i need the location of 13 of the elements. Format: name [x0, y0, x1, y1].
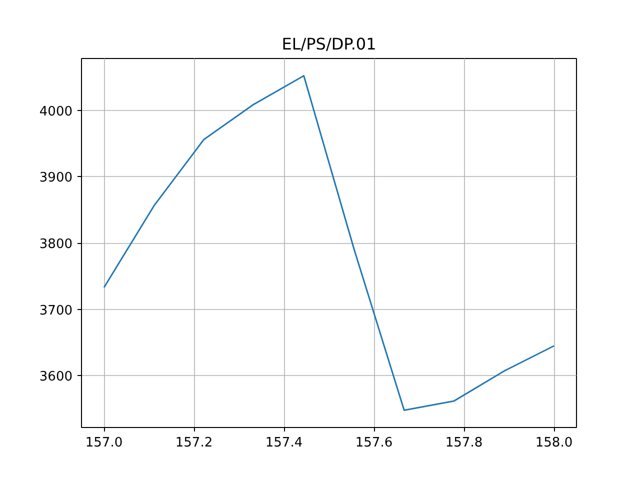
x-tick-label: 157.8 — [445, 436, 483, 450]
y-tick-label: 3700 — [39, 303, 73, 318]
y-tick-label: 3800 — [39, 237, 73, 252]
y-tick-label: 3900 — [39, 170, 73, 186]
chart-title: EL/PS/DP.01 — [282, 34, 376, 54]
line-series — [103, 75, 555, 411]
x-tick-label: 157.4 — [265, 436, 303, 450]
x-tick-label: 158.0 — [535, 436, 573, 450]
x-tick-label: 157.6 — [355, 436, 393, 450]
y-tick-label: 3600 — [39, 370, 73, 385]
x-tick-label: 157.2 — [175, 436, 213, 450]
x-tick-label: 157.0 — [85, 436, 123, 450]
y-tick-label: 4000 — [39, 104, 73, 120]
